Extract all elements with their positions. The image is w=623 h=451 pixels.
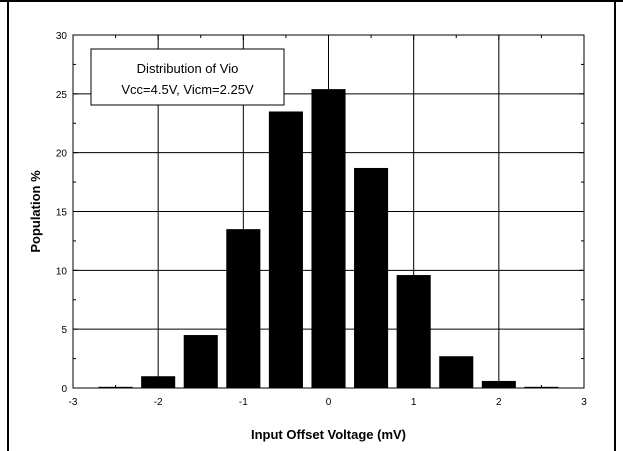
histogram-bar	[183, 335, 218, 388]
y-axis-tick-labels: 0 5 10 15 20 25 30	[56, 31, 68, 395]
histogram-bar	[311, 89, 346, 389]
y-tick-label: 30	[56, 31, 68, 42]
x-tick-label: 3	[581, 397, 587, 408]
y-tick-label: 5	[61, 325, 67, 336]
x-tick-label: 2	[496, 397, 502, 408]
annotation-box: Distribution of Vio Vcc=4.5V, Vicm=2.25V	[90, 48, 285, 106]
histogram-bar	[268, 111, 303, 388]
x-axis-tick-labels: -3 -2 -1 0 1 2 3	[69, 397, 588, 408]
x-tick-label: -2	[154, 397, 163, 408]
x-axis-title: Input Offset Voltage (mV)	[251, 427, 406, 442]
y-tick-label: 25	[56, 90, 68, 101]
histogram-bar	[354, 167, 389, 388]
y-axis-title: Population %	[28, 170, 43, 253]
x-tick-label: -1	[239, 397, 248, 408]
y-tick-label: 10	[56, 266, 68, 277]
histogram-bar	[226, 229, 261, 388]
axis-ticks	[72, 34, 585, 389]
bar-series	[98, 89, 559, 389]
annotation-line-1: Distribution of Vio	[137, 61, 239, 76]
y-tick-label: 20	[56, 149, 68, 160]
annotation-line-2: Vcc=4.5V, Vicm=2.25V	[121, 82, 254, 97]
y-tick-label: 15	[56, 208, 68, 219]
annotation-border	[90, 48, 285, 106]
x-tick-label: 0	[326, 397, 332, 408]
histogram-bar	[439, 356, 474, 388]
x-tick-label: -3	[69, 397, 78, 408]
histogram-bar	[396, 275, 431, 388]
y-tick-label: 0	[61, 384, 67, 395]
x-tick-label: 1	[411, 397, 417, 408]
histogram-bar	[141, 376, 176, 388]
